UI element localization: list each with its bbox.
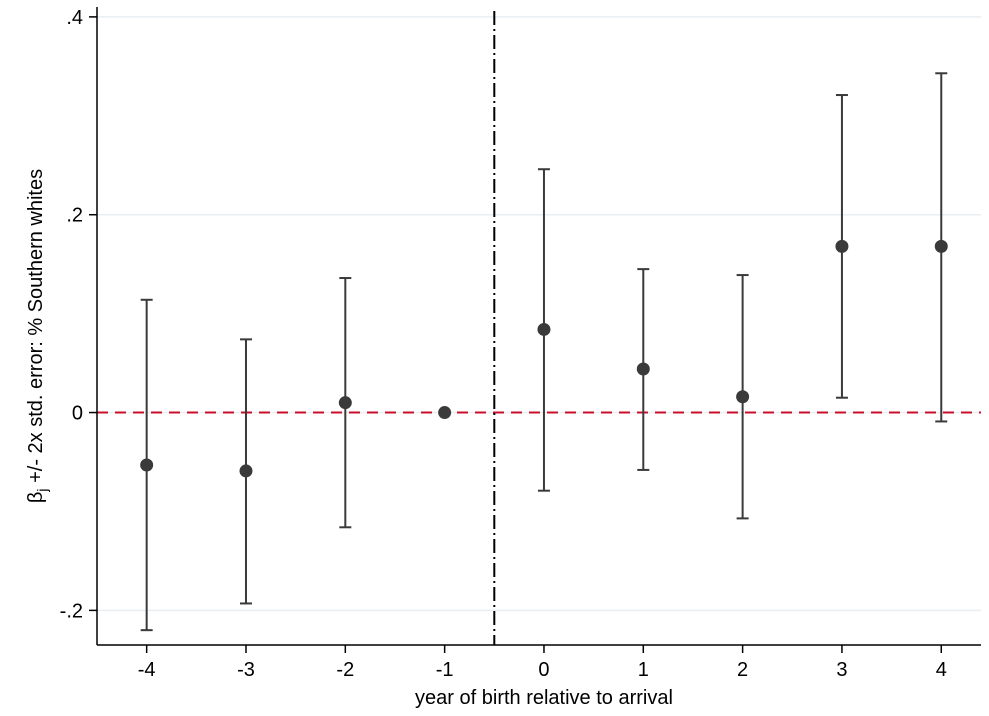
point-estimate bbox=[835, 239, 849, 253]
y-axis-title-rest: +/- 2x std. error: % Southern whites bbox=[25, 169, 47, 489]
point-markers bbox=[140, 239, 948, 478]
x-tick-label: 3 bbox=[836, 659, 847, 681]
y-tick-label: .4 bbox=[66, 7, 83, 29]
y-axis-title-subscript: j bbox=[34, 488, 50, 492]
y-axis-title: βj +/- 2x std. error: % Southern whites bbox=[25, 169, 50, 503]
y-tick-label: .2 bbox=[66, 205, 83, 227]
y-tick-label: 0 bbox=[72, 403, 83, 425]
y-axis-title-beta: β bbox=[25, 492, 47, 504]
x-tick-label: 2 bbox=[737, 659, 748, 681]
point-estimate bbox=[239, 464, 253, 478]
point-estimate bbox=[438, 406, 452, 420]
point-estimate bbox=[934, 239, 948, 253]
x-tick-label: -4 bbox=[138, 659, 156, 681]
point-estimate bbox=[537, 322, 551, 336]
x-tick-label: 1 bbox=[638, 659, 649, 681]
x-tick-label: 0 bbox=[538, 659, 549, 681]
point-estimate bbox=[140, 458, 154, 472]
gridlines bbox=[97, 16, 981, 612]
point-estimate bbox=[338, 396, 352, 410]
x-tick-label: 4 bbox=[936, 659, 947, 681]
x-tick-label: -1 bbox=[436, 659, 454, 681]
y-tick-label: -.2 bbox=[60, 600, 83, 622]
ticks: -.2 0 .2 .4 -4 -3 -2 -1 0 1 2 3 4 bbox=[60, 7, 947, 681]
x-axis-title: year of birth relative to arrival bbox=[415, 687, 673, 709]
reference-lines bbox=[97, 11, 981, 645]
point-estimate bbox=[736, 390, 750, 404]
axes bbox=[96, 7, 981, 646]
error-bars bbox=[140, 72, 948, 632]
x-tick-label: -3 bbox=[237, 659, 255, 681]
point-estimate bbox=[636, 362, 650, 376]
x-tick-label: -2 bbox=[336, 659, 354, 681]
